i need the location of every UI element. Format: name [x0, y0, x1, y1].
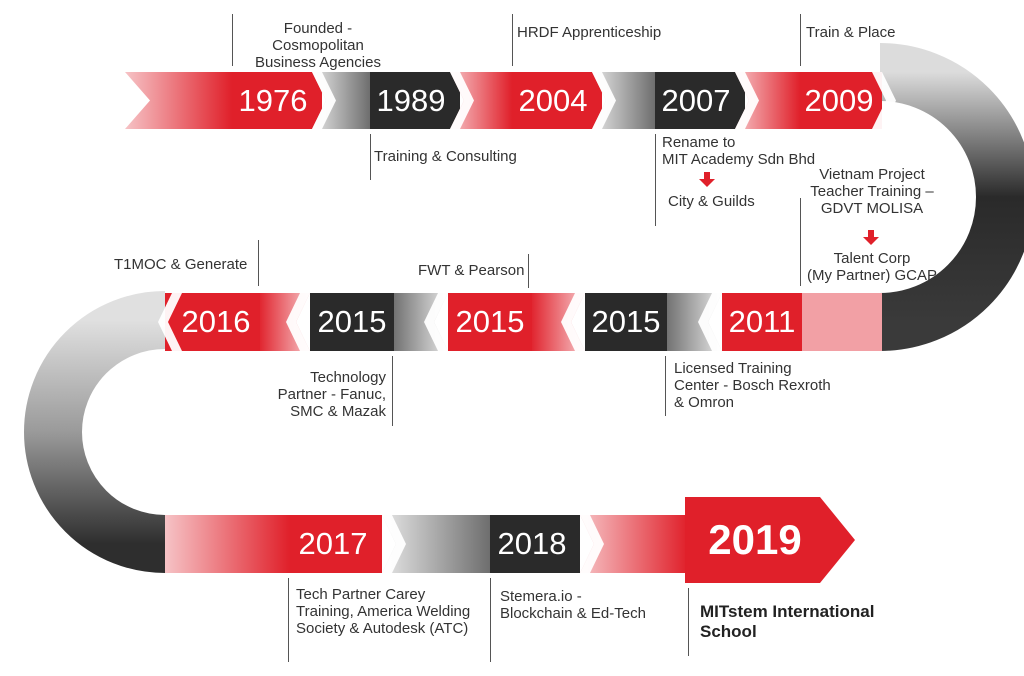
curve-left [24, 291, 166, 573]
segment-2011-bg [722, 293, 802, 351]
curve-right [879, 43, 1024, 351]
connector-2004 [512, 14, 513, 66]
segment-2015c-bg [585, 293, 667, 351]
row3-start [165, 515, 290, 573]
event-technology-partner: Technology Partner - Fanuc, SMC & Mazak [277, 369, 386, 420]
year-2015-c: 2015 [591, 304, 661, 339]
year-2018: 2018 [497, 526, 567, 561]
year-2011: 2011 [728, 304, 796, 339]
segment-2015a-bg [310, 293, 394, 351]
year-2009: 2009 [804, 83, 874, 118]
segment-2004-bg [512, 72, 602, 129]
event-mitstem: MITstem International School [700, 602, 875, 641]
event-tech-partner-carey: Tech Partner Carey Training, America Wel… [296, 586, 471, 637]
event-city-guilds: City & Guilds [668, 193, 755, 210]
segment-2007-bg [655, 72, 745, 129]
connector-technology [392, 356, 393, 426]
year-2007: 2007 [661, 83, 731, 118]
event-talent-corp: Talent Corp (My Partner) GCAP [806, 250, 938, 284]
connector-2007 [655, 134, 656, 226]
year-2017: 2017 [298, 526, 368, 561]
connector-1976 [232, 14, 233, 66]
year-2015-a: 2015 [317, 304, 387, 339]
connector-1989 [370, 134, 371, 180]
segment-2018-bg [490, 515, 580, 573]
connector-fwt [528, 254, 529, 288]
connector-2009-top [800, 14, 801, 66]
event-licensed: Licensed Training Center - Bosch Rexroth… [674, 360, 831, 411]
year-1976: 1976 [238, 83, 308, 118]
connector-2019 [688, 588, 689, 656]
row1-tail [125, 72, 232, 129]
segment-1989-bg [370, 72, 460, 129]
event-vietnam: Vietnam Project Teacher Training – GDVT … [810, 166, 934, 217]
year-2015-b: 2015 [455, 304, 525, 339]
segment-2015b-bg [448, 293, 532, 351]
event-fwt-pearson: FWT & Pearson [418, 262, 525, 279]
year-2004: 2004 [518, 83, 588, 118]
event-hrdf: HRDF Apprenticeship [517, 24, 662, 41]
event-train-place: Train & Place [806, 24, 896, 41]
connector-2018 [490, 578, 491, 662]
year-2016: 2016 [181, 304, 251, 339]
event-stemera: Stemera.io - Blockchain & Ed-Tech [500, 588, 646, 622]
segment-2017-bg [290, 515, 382, 573]
year-1989: 1989 [376, 83, 446, 118]
event-training-consulting: Training & Consulting [374, 148, 517, 165]
year-2019: 2019 [708, 516, 802, 563]
row2-start [800, 293, 882, 351]
segment-red-5 [580, 515, 688, 573]
segment-grey-5 [382, 515, 490, 573]
connector-2017 [288, 578, 289, 662]
segment-1976-bg [232, 72, 322, 129]
connector-t1moc [258, 240, 259, 286]
connector-licensed [665, 356, 666, 416]
segment-2019-bg [685, 497, 855, 583]
event-founded: Founded - Cosmopolitan Business Agencies [255, 20, 381, 71]
event-rename: Rename to MIT Academy Sdn Bhd [662, 134, 816, 168]
segment-2009-bg [800, 72, 882, 129]
connector-2011 [800, 198, 801, 286]
segment-2016-bg [165, 293, 260, 351]
event-t1moc: T1MOC & Generate [114, 256, 248, 273]
